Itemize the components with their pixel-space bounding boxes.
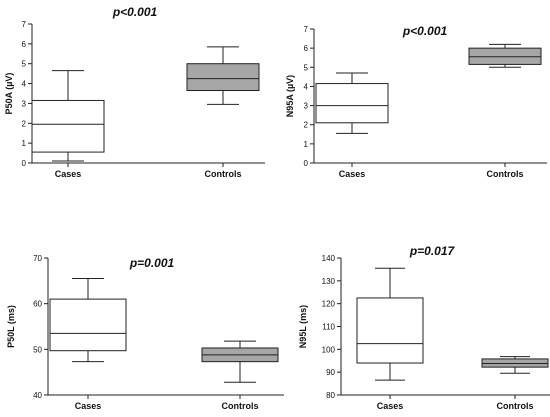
iqr-box (315, 83, 389, 124)
box-cases: Cases (356, 267, 424, 411)
x-category-label: Controls (205, 169, 242, 179)
iqr-box (356, 297, 424, 364)
y-axis-label: N95L (ms) (298, 305, 308, 348)
chart-panel-4: 80 90 100 110 120 130 140 N95L (ms) p=0.017 Cases… (298, 244, 550, 411)
x-category-label: Cases (55, 169, 82, 179)
box-cases: Cases (315, 72, 389, 179)
box-controls: Controls (186, 46, 260, 179)
y-tick-label: 7 (304, 25, 309, 34)
y-tick-label: 5 (22, 60, 27, 69)
chart-panel-3: 40 50 60 70 P50L (ms) p=0.001 Cases Controls (6, 254, 284, 411)
y-tick-label: 90 (326, 368, 335, 377)
x-category-label: Cases (377, 401, 404, 411)
p-value-annotation: p=0.001 (129, 256, 175, 270)
x-category-label: Controls (222, 401, 259, 411)
box-cases: Cases (49, 278, 127, 411)
y-tick-label: 40 (33, 391, 42, 400)
p-value-annotation: p=0.017 (409, 244, 456, 258)
y-tick-label: 130 (322, 277, 336, 286)
box-controls: Controls (468, 43, 542, 179)
iqr-box (31, 99, 105, 153)
box-controls: Controls (201, 340, 279, 411)
box-controls: Controls (481, 356, 549, 411)
p-value-annotation: p<0.001 (402, 24, 448, 38)
y-axis-label: P50A (µV) (4, 73, 14, 115)
y-tick-label: 6 (304, 44, 309, 53)
y-tick-label: 0 (22, 159, 27, 168)
y-tick-label: 70 (33, 254, 42, 263)
y-tick-label: 140 (322, 254, 336, 263)
y-tick-label: 7 (22, 20, 27, 29)
y-tick-label: 3 (22, 99, 27, 108)
x-category-label: Controls (487, 169, 524, 179)
y-tick-label: 60 (33, 300, 42, 309)
p-value-annotation: p<0.001 (112, 5, 158, 19)
y-tick-label: 80 (326, 391, 335, 400)
y-tick-label: 110 (322, 323, 335, 332)
iqr-box (49, 298, 127, 352)
x-category-label: Cases (339, 169, 366, 179)
box-cases: Cases (31, 70, 105, 179)
y-tick-label: 4 (22, 80, 27, 89)
y-tick-label: 0 (304, 159, 309, 168)
y-tick-label: 100 (322, 345, 336, 354)
chart-panel-1: 0 1 2 3 4 5 6 7 P50A (µV) p<0.001 Cases Controls (4, 5, 265, 179)
chart-panel-2: 0 1 2 3 4 5 6 7 N95A (µV) p<0.001 Cases Controls (285, 24, 547, 179)
y-axis-label: P50L (ms) (6, 305, 16, 348)
y-tick-label: 4 (304, 82, 309, 91)
y-tick-label: 2 (304, 121, 309, 130)
y-tick-label: 1 (304, 140, 309, 149)
x-category-label: Cases (75, 401, 102, 411)
y-tick-label: 6 (22, 40, 27, 49)
y-tick-label: 5 (304, 63, 309, 72)
y-tick-label: 120 (322, 300, 336, 309)
y-axis-label: N95A (µV) (285, 75, 295, 117)
x-category-label: Controls (497, 401, 534, 411)
y-tick-label: 3 (304, 102, 309, 111)
y-tick-label: 2 (22, 119, 27, 128)
y-tick-label: 50 (33, 345, 42, 354)
iqr-box (186, 63, 260, 92)
y-tick-label: 1 (22, 139, 27, 148)
